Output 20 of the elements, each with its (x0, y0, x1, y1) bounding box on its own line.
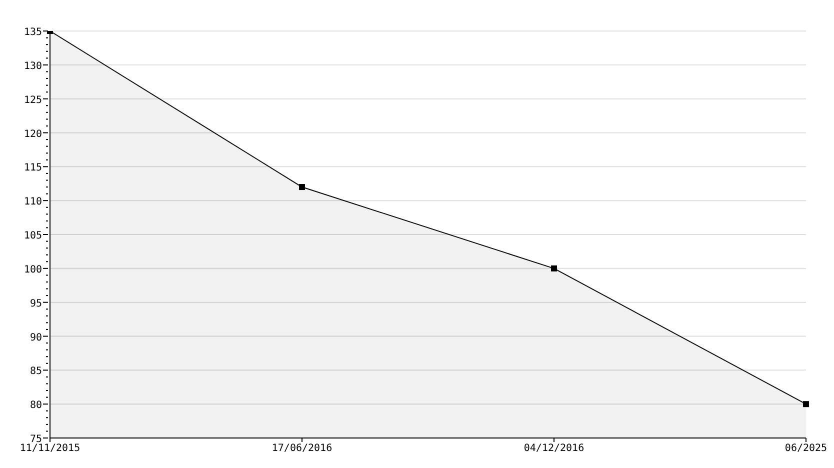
y-tick-label: 125 (24, 94, 42, 106)
y-tick-label: 115 (24, 162, 42, 174)
y-tick-label: 135 (24, 27, 42, 38)
point (803, 401, 809, 408)
point (299, 184, 305, 190)
y-tick-label: 85 (30, 366, 42, 378)
y-tick-label: 95 (30, 298, 42, 310)
y-tick-label: 120 (24, 128, 42, 140)
y-tick-label: 75 (30, 434, 42, 445)
y-tick-label: 80 (30, 400, 42, 412)
point (551, 265, 557, 272)
y-tick-label: 90 (30, 332, 42, 344)
y-tick-label: 130 (24, 60, 42, 72)
x-tick-label: 04/12/2016 (524, 443, 584, 454)
y-tick-label: 105 (24, 230, 42, 242)
y-tick-label: 100 (24, 264, 42, 276)
y-tick-label: 110 (24, 196, 42, 208)
x-tick-label: 11/11/2015 (20, 443, 80, 454)
x-tick-label: 17/06/2016 (272, 443, 332, 454)
x-tick-label: 06/2025 (784, 443, 828, 454)
